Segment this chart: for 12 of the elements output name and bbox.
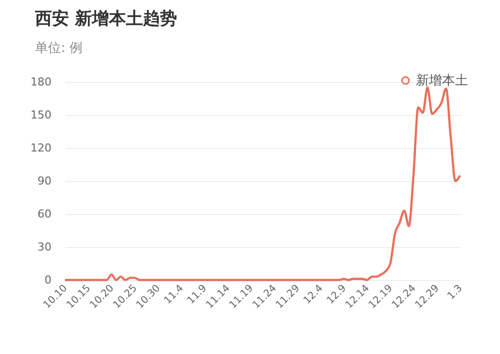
y-tick-label: 90 [38, 174, 52, 188]
chart-subtitle: 单位: 例 [35, 41, 83, 56]
chart-title: 西安 新增本土趋势 [34, 9, 177, 29]
legend-label: 新增本土 [416, 74, 468, 88]
y-tick-label: 150 [30, 108, 52, 122]
y-tick-label: 0 [44, 274, 52, 286]
y-tick-label: 180 [30, 76, 52, 88]
line-series [64, 86, 462, 282]
y-tick-label: 120 [30, 142, 52, 154]
y-tick-label: 30 [38, 240, 52, 254]
x-tick-label: 1.3 [446, 282, 465, 302]
y-tick-label: 60 [38, 208, 52, 220]
